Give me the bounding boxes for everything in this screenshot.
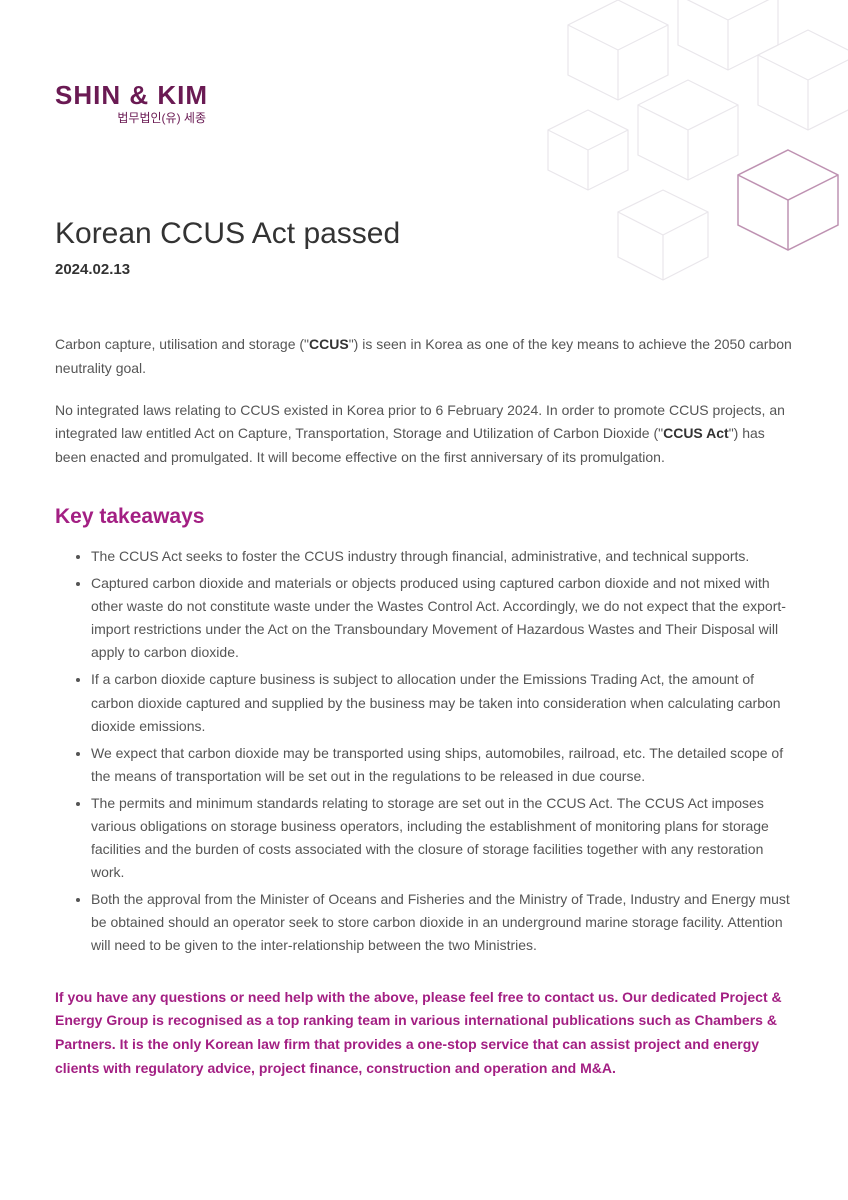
list-item: Captured carbon dioxide and materials or… <box>91 572 793 664</box>
page-title: Korean CCUS Act passed <box>55 217 793 251</box>
list-item: Both the approval from the Minister of O… <box>91 888 793 957</box>
list-item: The CCUS Act seeks to foster the CCUS in… <box>91 545 793 568</box>
text: Carbon capture, utilisation and storage … <box>55 336 309 352</box>
section-heading-key-takeaways: Key takeaways <box>55 505 793 529</box>
publish-date: 2024.02.13 <box>55 261 793 278</box>
contact-callout: If you have any questions or need help w… <box>55 986 793 1081</box>
logo-main: SHIN & KIM <box>55 80 208 111</box>
bold-term-ccus: CCUS <box>309 336 349 352</box>
logo-sub: 법무법인(유) 세종 <box>55 109 208 126</box>
intro-paragraph-2: No integrated laws relating to CCUS exis… <box>55 399 793 470</box>
list-item: We expect that carbon dioxide may be tra… <box>91 742 793 788</box>
logo-block: SHIN & KIM 법무법인(유) 세종 <box>55 80 793 127</box>
list-item: The permits and minimum standards relati… <box>91 792 793 884</box>
key-takeaways-list: The CCUS Act seeks to foster the CCUS in… <box>55 545 793 958</box>
bold-term-ccus-act: CCUS Act <box>663 425 729 441</box>
document-page: SHIN & KIM 법무법인(유) 세종 Korean CCUS Act pa… <box>0 0 848 1121</box>
list-item: If a carbon dioxide capture business is … <box>91 668 793 737</box>
intro-paragraph-1: Carbon capture, utilisation and storage … <box>55 333 793 381</box>
